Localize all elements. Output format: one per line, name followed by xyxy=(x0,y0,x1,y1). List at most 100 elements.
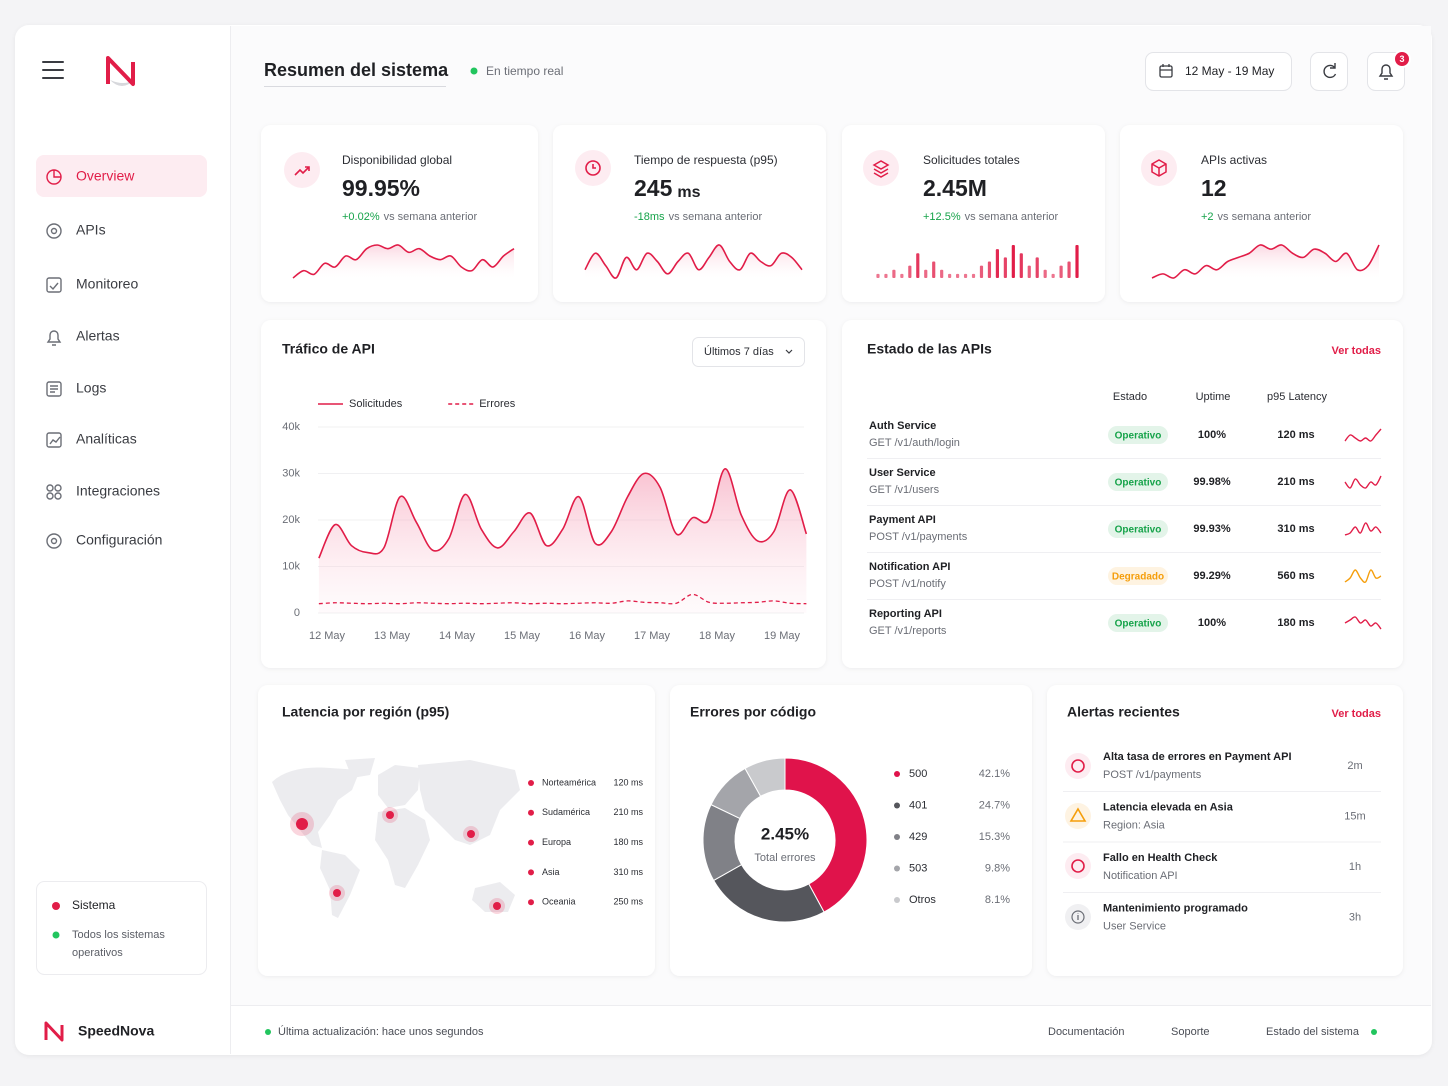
nav-icon xyxy=(46,484,62,500)
area xyxy=(318,468,807,613)
nav-item[interactable]: Monitoreo xyxy=(76,276,138,292)
nav-icon-part xyxy=(49,436,61,445)
range-dropdown[interactable] xyxy=(692,337,805,367)
legend-dot xyxy=(894,834,900,840)
column-header: Estado xyxy=(1113,391,1147,403)
status-text-box: Todos los sistemas operativos xyxy=(72,929,165,959)
card-title: Latencia por región (p95) xyxy=(282,704,449,720)
calendar-icon xyxy=(1159,64,1173,78)
kpi-value: 2.45M xyxy=(923,175,987,201)
card-title: Alertas recientes xyxy=(1067,704,1180,720)
api-sparkline xyxy=(1344,428,1382,442)
live-indicator: En tiempo real xyxy=(486,64,563,78)
nav-item[interactable]: APIs xyxy=(76,222,106,238)
spark-bar xyxy=(956,273,960,278)
nav-item[interactable]: Integraciones xyxy=(76,483,160,499)
view-all-link[interactable]: Ver todas xyxy=(1331,708,1381,720)
nav-item[interactable]: Alertas xyxy=(76,328,120,344)
spark-bar xyxy=(924,269,928,278)
alert-title: Mantenimiento programado xyxy=(1103,902,1248,914)
value-label: 24.7% xyxy=(979,799,1010,811)
refresh-button[interactable] xyxy=(1310,52,1348,91)
range-dropdown-label: Últimos 7 días xyxy=(704,345,774,358)
nav-item[interactable]: Logs xyxy=(76,380,106,396)
spark-bar xyxy=(1003,257,1007,278)
notification-count: 3 xyxy=(1399,54,1404,64)
kpi-icon-bg xyxy=(863,150,899,186)
alert-time: 15m xyxy=(1344,810,1365,822)
footer-link[interactable]: Documentación xyxy=(1048,1026,1124,1038)
latency: 180 ms xyxy=(1277,617,1314,629)
nav-icon xyxy=(46,169,62,185)
region-name: Sudamérica xyxy=(542,807,590,817)
x-tick-label: 15 May xyxy=(504,630,541,642)
api-name: Auth Service xyxy=(869,420,936,432)
x-tick-label: 19 May xyxy=(764,630,801,642)
nav-item[interactable]: Configuración xyxy=(76,532,162,548)
date-range: 12 May - 19 May xyxy=(1185,64,1274,78)
spark-bar xyxy=(940,269,944,278)
kpi-value: 245 xyxy=(634,175,673,201)
nav-icon-part xyxy=(54,492,62,500)
region-latency: 120 ms xyxy=(613,777,643,787)
nav-icon-part xyxy=(50,385,58,393)
kpi-label: Tiempo de respuesta (p95) xyxy=(634,153,778,167)
kpi-icon xyxy=(585,160,601,176)
legend-label: Errores xyxy=(479,398,516,410)
view-all-link[interactable]: Ver todas xyxy=(1331,345,1381,357)
traffic-card xyxy=(261,320,826,668)
world-map xyxy=(272,758,520,918)
region-latency: 180 ms xyxy=(613,837,643,847)
footer-link[interactable]: Soporte xyxy=(1171,1026,1210,1038)
status-label: Operativo xyxy=(1115,619,1162,630)
kpi-card xyxy=(1120,125,1403,302)
alert-title: Alta tasa de errores en Payment API xyxy=(1103,751,1292,763)
latency: 120 ms xyxy=(1277,429,1314,441)
legend-label: 401 xyxy=(909,799,927,811)
spark-bar xyxy=(876,273,880,278)
card-title: Estado de las APIs xyxy=(867,341,992,357)
nav-icon xyxy=(46,330,62,346)
x-tick-label: 17 May xyxy=(634,630,671,642)
region-name: Norteamérica xyxy=(542,777,596,787)
alert-icon xyxy=(1071,759,1085,773)
region-name: Oceania xyxy=(542,897,576,907)
status-badge xyxy=(1108,426,1168,444)
nav-icon xyxy=(46,277,62,293)
uptime: 100% xyxy=(1198,617,1226,629)
nav-icon-part xyxy=(46,381,62,397)
region-markers xyxy=(290,807,505,914)
nav-item[interactable]: Analíticas xyxy=(76,431,137,447)
uptime: 100% xyxy=(1198,429,1226,441)
api-name: Reporting API xyxy=(869,608,942,620)
api-endpoint: GET /v1/reports xyxy=(869,625,947,637)
kpi-change: +12.5% xyxy=(923,211,961,223)
bell-icon xyxy=(1378,64,1394,80)
kpi-icons xyxy=(284,150,1177,188)
continent xyxy=(320,850,360,918)
nav-item[interactable]: Overview xyxy=(76,168,135,184)
donut-slice xyxy=(784,757,868,913)
spark-bar xyxy=(1043,269,1047,278)
status-text: Todos los sistemas operativos xyxy=(72,929,165,959)
region-marker xyxy=(493,902,501,910)
footer-link[interactable]: Estado del sistema xyxy=(1266,1026,1360,1038)
status-box xyxy=(36,881,207,975)
date-button[interactable] xyxy=(1145,52,1292,91)
spark-bar xyxy=(987,261,992,278)
menu-button[interactable] xyxy=(42,61,64,79)
continent xyxy=(345,758,375,778)
latency: 560 ms xyxy=(1277,570,1314,582)
spark-bar xyxy=(1051,273,1055,278)
nav-active-bg xyxy=(36,155,207,197)
spark-bar xyxy=(1027,265,1031,278)
alert-icon xyxy=(1071,859,1085,873)
alert-detail: User Service xyxy=(1103,920,1166,932)
column-header: Uptime xyxy=(1196,391,1231,403)
nav-icon-part xyxy=(49,282,59,291)
region-name: Asia xyxy=(542,867,560,877)
calendar-icon-part xyxy=(1160,64,1172,71)
alert-time: 2m xyxy=(1347,760,1362,772)
nav-icon-part xyxy=(53,170,61,178)
api-endpoint: GET /v1/users xyxy=(869,484,940,496)
